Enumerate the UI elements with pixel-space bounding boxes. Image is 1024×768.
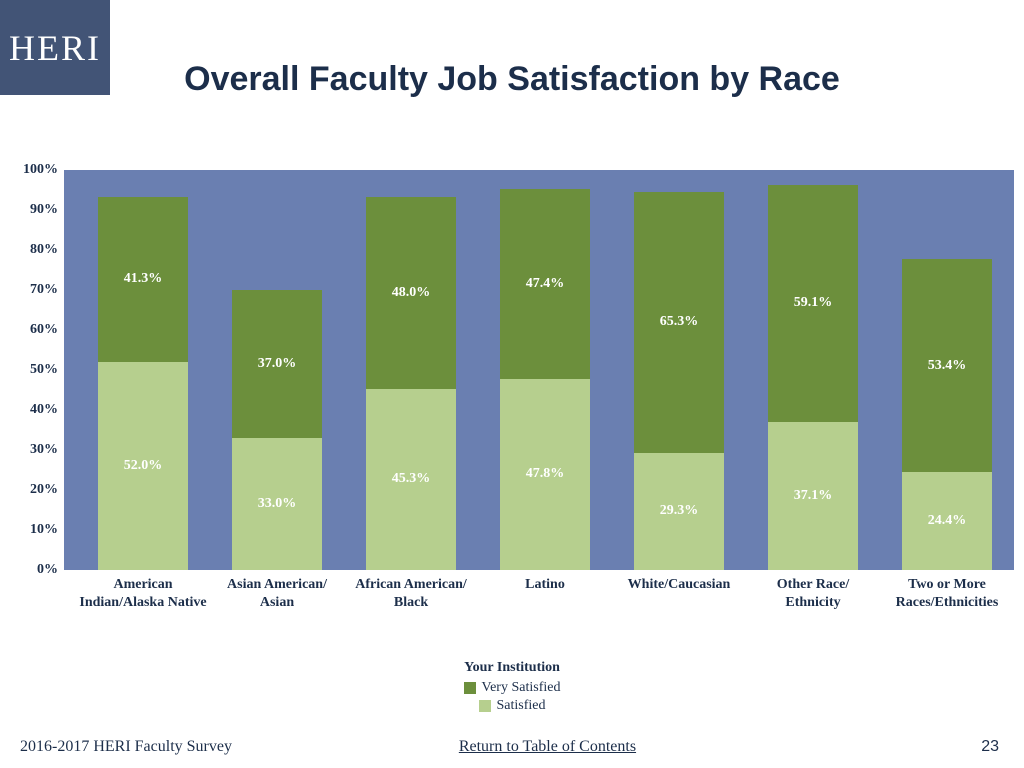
x-label: Asian American/ Asian bbox=[212, 570, 342, 611]
bar-segment-very-satisfied: 41.3% bbox=[98, 197, 188, 362]
y-tick: 100% bbox=[23, 162, 58, 178]
y-axis: 0%10%20%30%40%50%60%70%80%90%100% bbox=[10, 170, 64, 570]
bar-segment-very-satisfied: 59.1% bbox=[768, 185, 858, 421]
bar-group: 47.4%47.8% bbox=[500, 189, 590, 570]
legend-swatch bbox=[464, 682, 476, 694]
bar-segment-very-satisfied: 65.3% bbox=[634, 192, 724, 453]
page-number: 23 bbox=[981, 738, 999, 756]
y-tick: 30% bbox=[30, 442, 58, 458]
bar-segment-satisfied: 47.8% bbox=[500, 379, 590, 570]
bar-segment-very-satisfied: 37.0% bbox=[232, 290, 322, 438]
bar-segment-satisfied: 37.1% bbox=[768, 422, 858, 570]
bar-group: 37.0%33.0% bbox=[232, 290, 322, 570]
bar-group: 48.0%45.3% bbox=[366, 197, 456, 570]
footer-survey-name: 2016-2017 HERI Faculty Survey bbox=[20, 738, 232, 756]
y-tick: 80% bbox=[30, 242, 58, 258]
chart: 0%10%20%30%40%50%60%70%80%90%100% 41.3%5… bbox=[10, 170, 1014, 600]
y-tick: 40% bbox=[30, 402, 58, 418]
bar-group: 65.3%29.3% bbox=[634, 192, 724, 570]
bar-group: 41.3%52.0% bbox=[98, 197, 188, 570]
y-tick: 10% bbox=[30, 522, 58, 538]
bar-segment-satisfied: 52.0% bbox=[98, 362, 188, 570]
bar-segment-very-satisfied: 47.4% bbox=[500, 189, 590, 379]
legend-title: Your Institution bbox=[0, 660, 1024, 676]
y-tick: 70% bbox=[30, 282, 58, 298]
return-to-toc-link[interactable]: Return to Table of Contents bbox=[459, 738, 636, 756]
bar-segment-satisfied: 33.0% bbox=[232, 438, 322, 570]
y-tick: 0% bbox=[37, 562, 58, 578]
bar-segment-satisfied: 24.4% bbox=[902, 472, 992, 570]
legend: Your Institution Very Satisfied Satisfied bbox=[0, 660, 1024, 716]
legend-item: Satisfied bbox=[0, 698, 1024, 714]
y-tick: 60% bbox=[30, 322, 58, 338]
page-title: Overall Faculty Job Satisfaction by Race bbox=[0, 60, 1024, 99]
x-label: Latino bbox=[480, 570, 610, 594]
legend-swatch bbox=[479, 700, 491, 712]
bar-group: 53.4%24.4% bbox=[902, 259, 992, 570]
y-tick: 50% bbox=[30, 362, 58, 378]
bar-segment-satisfied: 45.3% bbox=[366, 389, 456, 570]
y-tick: 20% bbox=[30, 482, 58, 498]
legend-items: Very Satisfied Satisfied bbox=[0, 680, 1024, 714]
bar-segment-very-satisfied: 48.0% bbox=[366, 197, 456, 389]
x-label: Two or More Races/Ethnicities bbox=[882, 570, 1012, 611]
legend-label: Very Satisfied bbox=[482, 680, 561, 696]
x-label: Other Race/ Ethnicity bbox=[748, 570, 878, 611]
legend-label: Satisfied bbox=[497, 698, 546, 714]
plot-area: 41.3%52.0% 37.0%33.0% 48.0%45.3% 47.4%47.8%… bbox=[64, 170, 1014, 570]
y-tick: 90% bbox=[30, 202, 58, 218]
bar-group: 59.1%37.1% bbox=[768, 185, 858, 570]
legend-item: Very Satisfied bbox=[0, 680, 1024, 696]
x-label: African American/ Black bbox=[346, 570, 476, 611]
x-label: American Indian/Alaska Native bbox=[78, 570, 208, 611]
footer: 2016-2017 HERI Faculty Survey Return to … bbox=[0, 732, 1024, 756]
x-label: White/Caucasian bbox=[614, 570, 744, 594]
bar-segment-very-satisfied: 53.4% bbox=[902, 259, 992, 473]
bar-segment-satisfied: 29.3% bbox=[634, 453, 724, 570]
